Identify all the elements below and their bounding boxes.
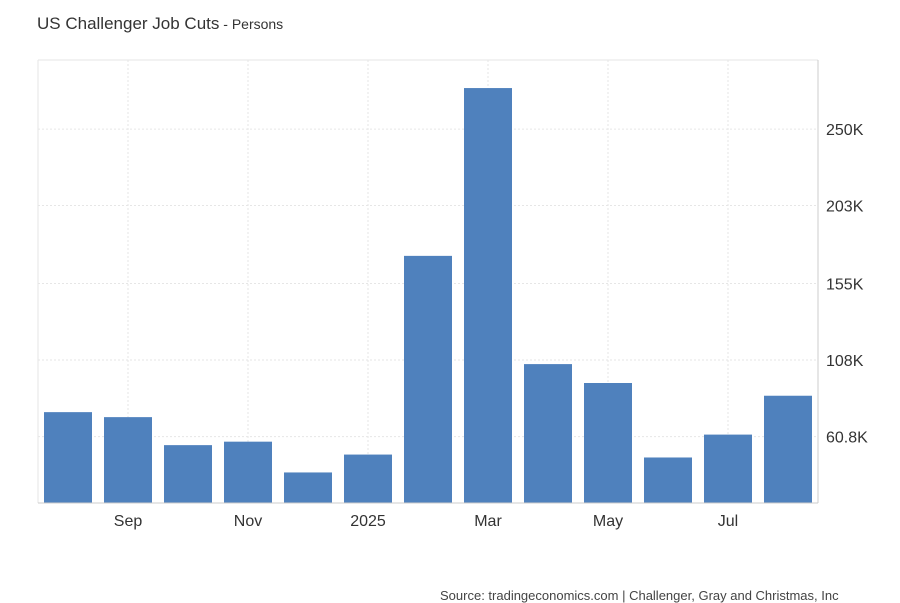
y-tick-label: 155K — [826, 277, 864, 294]
x-tick-label: Sep — [114, 513, 143, 530]
bar — [224, 441, 272, 503]
bar — [584, 382, 632, 503]
bar — [764, 395, 812, 503]
y-tick-label: 203K — [826, 198, 864, 215]
x-tick-label: Mar — [474, 513, 502, 530]
title-separator: - — [219, 16, 232, 32]
chart-title: US Challenger Job Cuts - Persons — [37, 14, 283, 34]
chart-subtitle: Persons — [231, 16, 284, 32]
bar — [524, 364, 572, 503]
source-note: Source: tradingeconomics.com | Challenge… — [440, 588, 839, 603]
bar — [344, 454, 392, 503]
y-tick-label: 250K — [826, 122, 864, 139]
bar — [644, 457, 692, 503]
bar — [164, 445, 212, 503]
bar — [704, 434, 752, 503]
bar — [464, 88, 512, 503]
bar — [104, 417, 152, 503]
x-tick-label: 2025 — [350, 513, 386, 530]
x-tick-label: Nov — [234, 513, 262, 530]
bar — [404, 255, 452, 503]
x-tick-label: Jul — [718, 513, 738, 530]
y-tick-label: 60.8K — [826, 430, 868, 447]
bar — [44, 412, 92, 503]
x-tick-label: May — [593, 513, 623, 530]
bar — [284, 472, 332, 503]
y-tick-label: 108K — [826, 353, 864, 370]
chart-title-text: US Challenger Job Cuts — [37, 14, 220, 33]
